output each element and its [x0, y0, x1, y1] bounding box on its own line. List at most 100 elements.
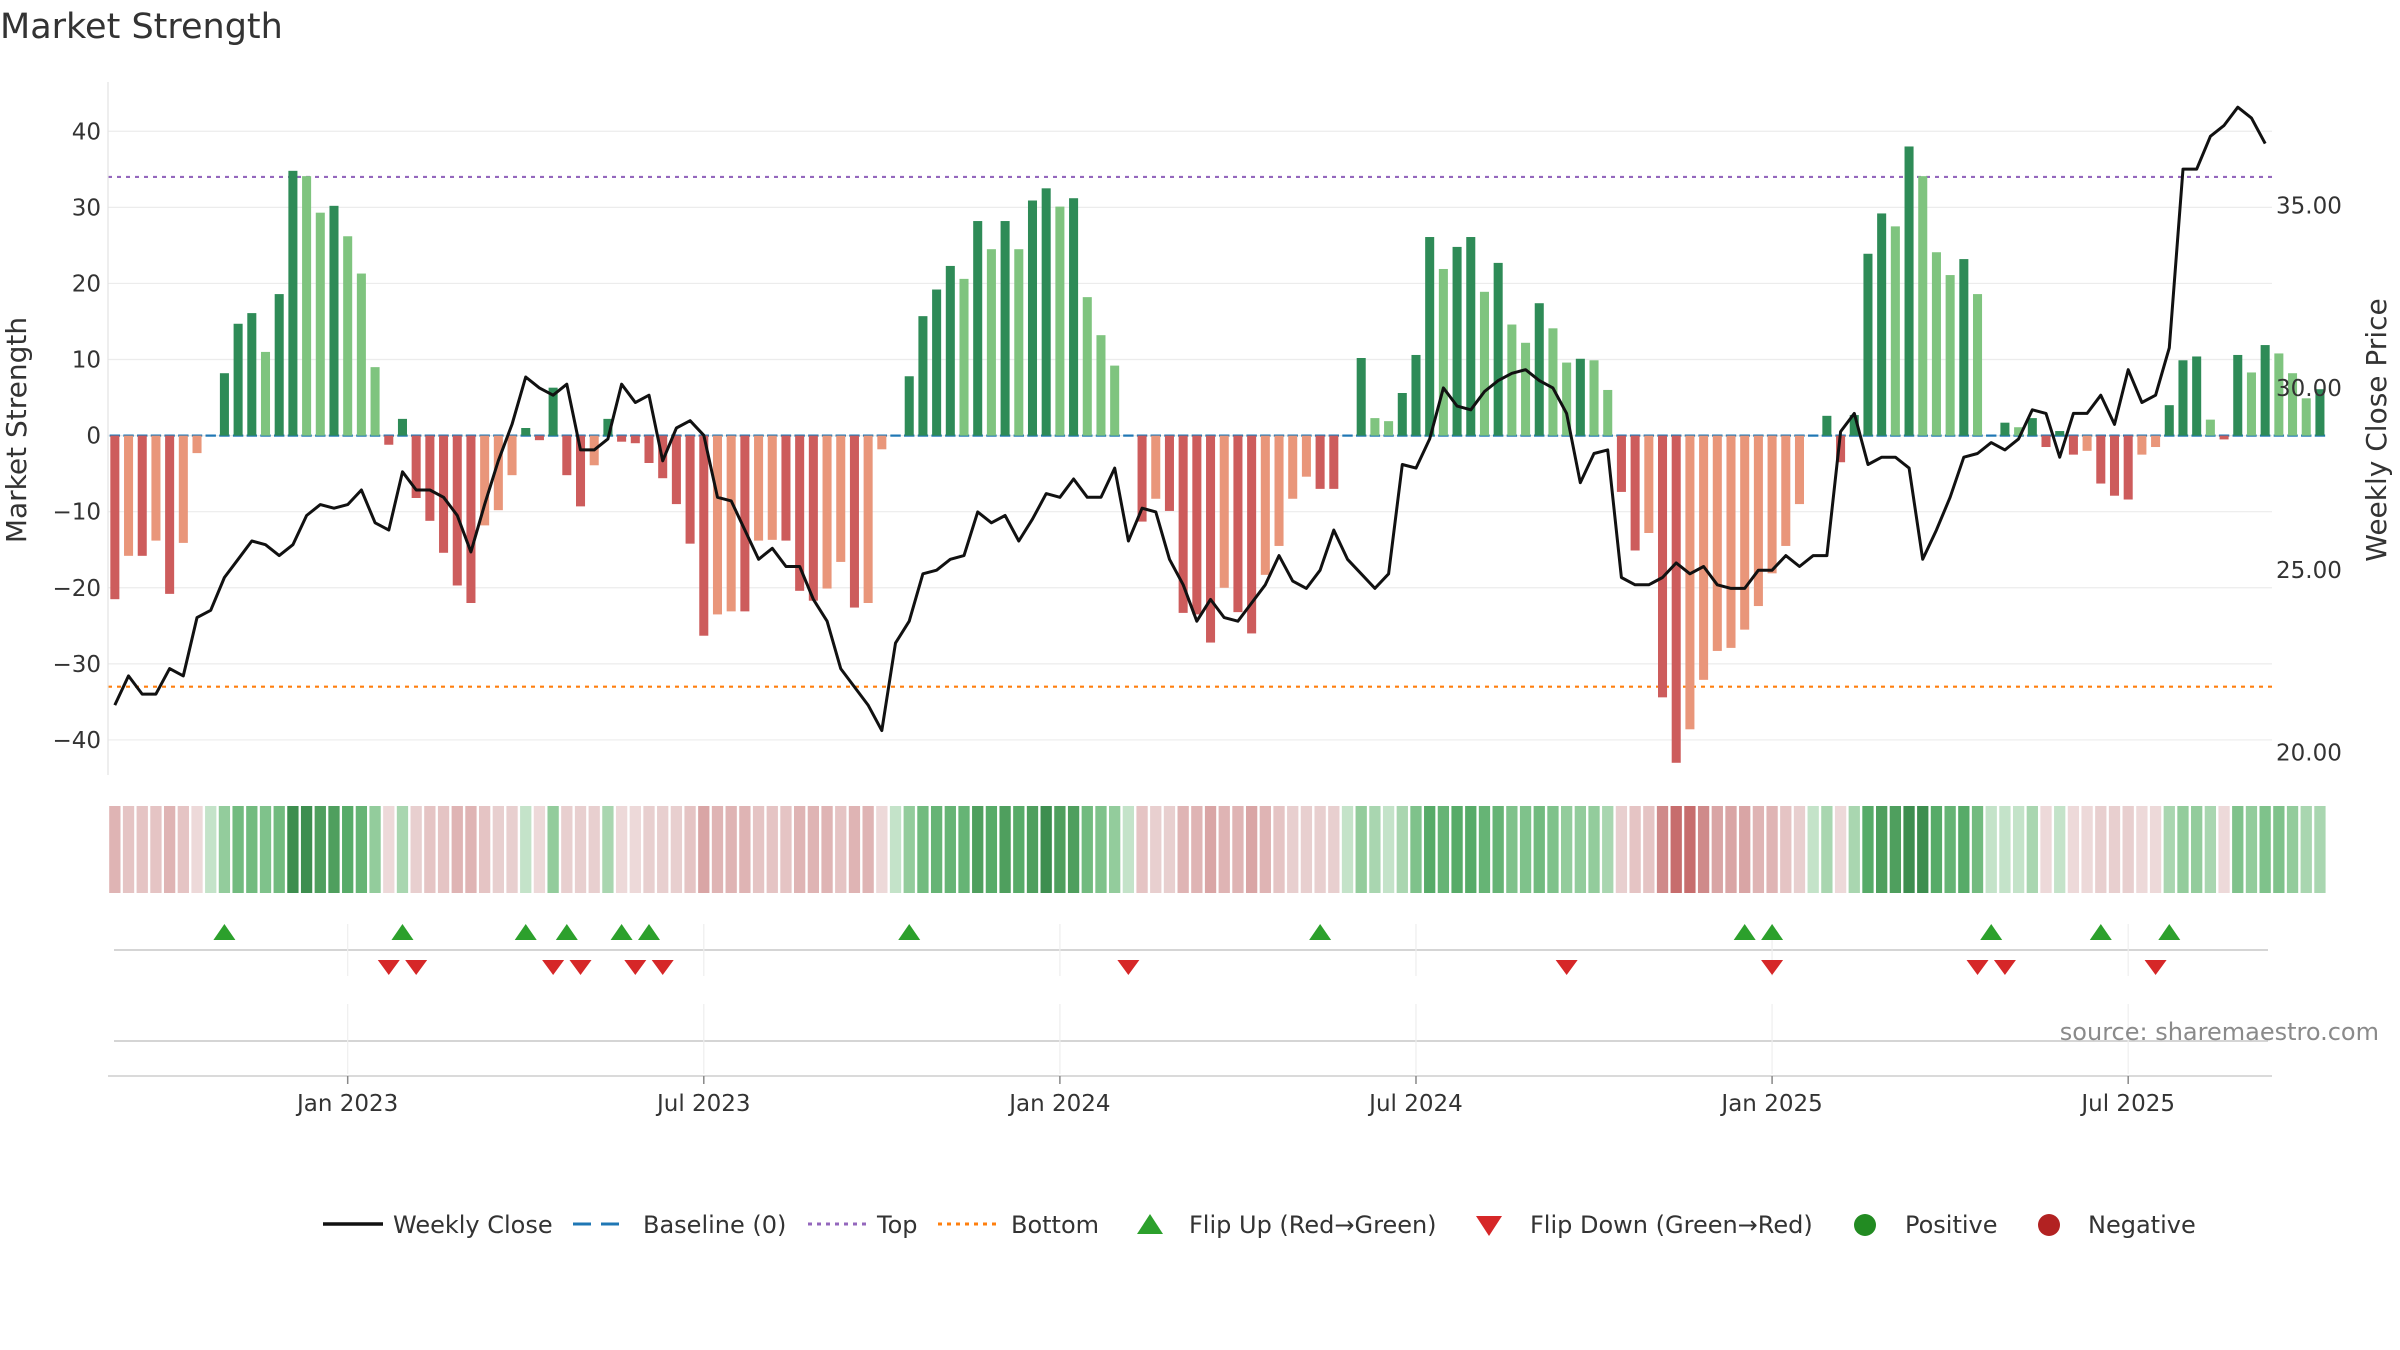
regime-cell-33: [561, 806, 573, 893]
regime-cell-91: [1355, 806, 1367, 893]
strength-bar-11: [260, 351, 271, 436]
regime-cell-64: [985, 806, 998, 893]
strength-bar-106: [1562, 362, 1572, 436]
strength-bar-126: [1836, 435, 1846, 463]
strength-bar-67: [1027, 200, 1038, 436]
regime-cell-83: [1245, 806, 1258, 893]
strength-bar-104: [1534, 303, 1544, 436]
strength-bar-158: [2274, 353, 2284, 436]
empty-panel: [114, 1004, 2268, 1074]
strength-bar-127: [1849, 415, 1859, 436]
flip-markers-panel: [114, 924, 2268, 976]
x-tick-label-1: Jul 2023: [655, 1091, 751, 1117]
strength-bar-61: [945, 265, 955, 436]
regime-cell-100: [1478, 806, 1491, 893]
regime-cell-38: [629, 806, 641, 893]
regime-cell-84: [1259, 806, 1271, 893]
regime-cell-42: [684, 806, 696, 893]
regime-cell-73: [1109, 806, 1121, 893]
strength-bar-114: [1671, 435, 1681, 763]
regime-cell-49: [780, 806, 792, 893]
strength-bar-115: [1685, 435, 1695, 730]
flip-up-marker-1: [391, 924, 414, 940]
strength-bar-78: [1178, 435, 1188, 613]
strength-bar-12: [274, 294, 284, 436]
flip-up-marker-5: [638, 924, 660, 940]
regime-cell-51: [807, 806, 820, 893]
regime-cell-5: [177, 806, 189, 893]
regime-cell-158: [2273, 806, 2285, 893]
regime-cell-56: [876, 806, 888, 893]
flip-up-marker-4: [610, 924, 633, 940]
regime-cell-46: [739, 806, 751, 893]
regime-cell-7: [205, 806, 217, 893]
regime-cell-58: [903, 806, 915, 893]
regime-cell-137: [1985, 806, 1997, 893]
strength-bar-2: [137, 435, 147, 556]
regime-cell-146: [2108, 806, 2121, 893]
strength-bar-63: [973, 221, 983, 436]
regime-cell-88: [1314, 806, 1326, 893]
left-tick-label-2: 20: [72, 271, 101, 297]
strength-bar-85: [1274, 435, 1284, 546]
flip-down-marker-5: [651, 960, 674, 975]
regime-cell-17: [342, 806, 354, 893]
regime-cell-96: [1424, 806, 1436, 893]
regime-cell-54: [848, 806, 861, 893]
strength-bar-149: [2151, 435, 2161, 448]
regime-cell-32: [547, 806, 559, 893]
regime-cell-68: [1040, 806, 1052, 893]
regime-cell-126: [1834, 806, 1847, 893]
reference-lines: [108, 175, 2326, 688]
regime-cell-52: [821, 806, 833, 893]
flip-up-marker-8: [1733, 924, 1756, 940]
flip-down-marker-1: [405, 960, 428, 975]
regime-cell-125: [1821, 806, 1833, 893]
regime-cell-2: [136, 806, 148, 893]
strength-bar-34: [575, 435, 586, 507]
regime-cell-34: [574, 806, 587, 893]
regime-cell-41: [670, 806, 683, 893]
legend-weekly-close: Weekly Close: [393, 1211, 553, 1239]
strength-bar-118: [1726, 435, 1736, 648]
regime-cell-148: [2136, 806, 2148, 893]
strength-bar-77: [1164, 435, 1174, 511]
strength-bar-86: [1288, 435, 1298, 499]
strength-bar-9: [233, 323, 243, 436]
right-tick-label-3: 20.00: [2276, 740, 2342, 766]
regime-cell-0: [109, 806, 121, 893]
regime-cell-40: [657, 806, 669, 893]
strength-bar-96: [1425, 237, 1435, 436]
strength-bar-23: [425, 435, 435, 521]
flip-up-marker-12: [2158, 924, 2181, 940]
regime-cell-76: [1150, 806, 1162, 893]
strength-bar-156: [2246, 372, 2256, 436]
regime-cell-37: [615, 806, 628, 893]
strength-bar-58: [904, 376, 914, 436]
regime-cell-23: [424, 806, 436, 893]
right-tick-label-1: 30.00: [2276, 376, 2342, 402]
regime-cell-112: [1643, 806, 1655, 893]
regime-cell-21: [396, 806, 409, 893]
regime-cell-78: [1177, 806, 1189, 893]
flip-down-marker-6: [1117, 960, 1140, 975]
strength-bar-76: [1151, 435, 1161, 499]
strength-bar-41: [671, 435, 681, 505]
regime-cell-97: [1437, 806, 1450, 893]
regime-cell-31: [533, 806, 546, 893]
strength-bar-53: [836, 435, 846, 562]
flip-up-marker-0: [213, 924, 236, 940]
regime-cell-57: [889, 806, 902, 893]
regime-cell-92: [1369, 806, 1381, 893]
strength-bar-32: [548, 387, 558, 436]
legend-flip-down: Flip Down (Green→Red): [1530, 1211, 1813, 1239]
strength-bar-50: [795, 435, 805, 591]
strength-bar-56: [877, 435, 887, 450]
strength-bar-146: [2109, 435, 2120, 496]
right-tick-label-0: 35.00: [2276, 194, 2342, 220]
regime-cell-133: [1930, 806, 1943, 893]
regime-cell-107: [1574, 806, 1586, 893]
strength-bar-131: [1904, 146, 1914, 436]
strength-bar-95: [1411, 354, 1421, 436]
strength-bar-73: [1110, 365, 1120, 436]
